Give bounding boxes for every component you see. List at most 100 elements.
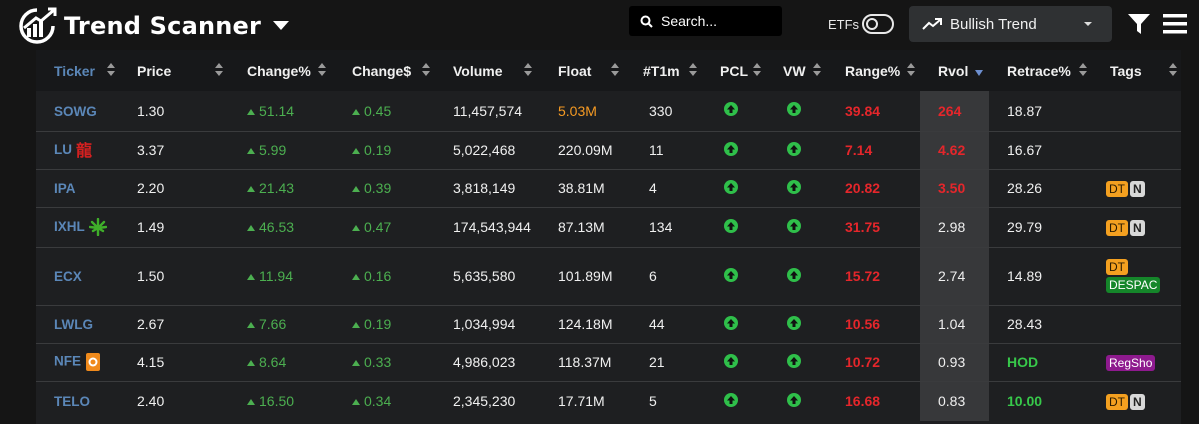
chart-logo-icon	[19, 7, 57, 44]
cell-range-pct: 20.82	[845, 180, 881, 196]
cell-price: 2.67	[137, 316, 165, 332]
cell-rvol: 3.50	[920, 169, 989, 207]
hamburger-menu-icon[interactable]	[1163, 13, 1187, 35]
column-label: PCL	[720, 62, 748, 79]
ticker-symbol[interactable]: IPA	[54, 181, 76, 196]
column-header-vw[interactable]: VW	[765, 50, 827, 91]
tag-badge[interactable]: DT	[1106, 259, 1128, 275]
trend-select[interactable]: Bullish Trend	[909, 6, 1112, 42]
cell-rvol: 264	[920, 91, 989, 131]
ticker-symbol[interactable]: ECX	[54, 269, 82, 284]
cell-ticker[interactable]: IPA	[36, 169, 119, 207]
filter-icon[interactable]	[1127, 13, 1151, 35]
table-row[interactable]: TELO 2.40 16.50 0.34 2,345,230 17.71M 5 16.68 0.…	[36, 381, 1181, 421]
cell-ticker[interactable]: ECX	[36, 247, 119, 305]
cell-vw	[765, 91, 827, 131]
column-header-ticker[interactable]: Ticker	[36, 50, 119, 91]
cell-t1m: 134	[649, 219, 673, 235]
column-label: VW	[783, 62, 806, 79]
cell-float: 38.81M	[558, 180, 605, 196]
table-row[interactable]: LWLG 2.67 7.66 0.19 1,034,994 124.18M 44 10.56 1…	[36, 305, 1181, 343]
cell-change-pct: 21.43	[229, 169, 334, 207]
cell-pcl	[702, 169, 765, 207]
column-header-float[interactable]: Float	[540, 50, 625, 91]
tag-badge[interactable]: N	[1130, 219, 1145, 236]
search-box[interactable]	[629, 6, 782, 36]
tag-badge[interactable]: DT	[1106, 219, 1128, 236]
cell-change-pct: 5.99	[229, 131, 334, 169]
column-header-volume[interactable]: Volume	[435, 50, 540, 91]
tag-group: DT DESPAC	[1106, 259, 1181, 293]
up-triangle-icon	[352, 186, 360, 192]
table-row[interactable]: ECX 1.50 11.94 0.16 5,635,580 101.89M 6 15.72 2.…	[36, 247, 1181, 305]
column-label: Change%	[247, 62, 311, 79]
cell-float: 5.03M	[558, 102, 597, 119]
trending-up-icon	[922, 18, 942, 30]
table-row[interactable]: IXHL 1.49 46.53 0.47 174,543,944 87.13M 134 31.…	[36, 207, 1181, 247]
cell-pcl	[702, 91, 765, 131]
arrow-up-circle-icon	[724, 141, 738, 156]
cell-price: 1.50	[137, 268, 165, 284]
cell-tags	[1092, 91, 1181, 131]
tag-badge[interactable]: DT	[1106, 180, 1128, 197]
tag-group: RegSho	[1106, 354, 1181, 371]
cell-range-pct: 31.75	[845, 219, 881, 235]
column-header-retrace-pct[interactable]: Retrace%	[989, 50, 1092, 91]
cell-range-pct: 7.14	[845, 142, 873, 158]
cell-ticker[interactable]: LU 龍	[36, 131, 119, 169]
cell-t1m: 11	[649, 142, 664, 158]
cell-range-pct: 10.72	[845, 354, 881, 370]
cell-ticker[interactable]: NFE	[36, 343, 119, 381]
ticker-symbol[interactable]: TELO	[54, 394, 90, 410]
table-body: SOWG 1.30 51.14 0.45 11,457,574 5.03M 330 39.84…	[36, 91, 1181, 421]
ticker-symbol[interactable]: LU	[54, 141, 72, 157]
column-header-change-usd[interactable]: Change$	[334, 50, 435, 91]
column-label: Retrace%	[1007, 62, 1071, 79]
column-header-t1m[interactable]: #T1m	[625, 50, 702, 91]
cell-volume: 2,345,230	[453, 393, 516, 410]
cell-ticker[interactable]: LWLG	[36, 305, 119, 343]
search-input[interactable]	[661, 13, 771, 29]
etfs-toggle[interactable]	[862, 14, 894, 34]
cell-ticker[interactable]: IXHL	[36, 207, 119, 247]
cell-tags	[1092, 131, 1181, 169]
cell-change-pct: 51.14	[229, 91, 334, 131]
table-row[interactable]: SOWG 1.30 51.14 0.45 11,457,574 5.03M 330 39.84…	[36, 91, 1181, 131]
cell-tags	[1092, 305, 1181, 343]
tag-badge[interactable]: N	[1130, 180, 1145, 197]
arrow-up-circle-icon	[787, 102, 801, 117]
sort-icon	[611, 63, 619, 77]
column-header-change-pct[interactable]: Change%	[229, 50, 334, 91]
chevron-down-icon[interactable]	[273, 21, 290, 31]
column-header-tags[interactable]: Tags	[1092, 50, 1181, 91]
table-row[interactable]: IPA 2.20 21.43 0.39 3,818,149 38.81M 4 20.82 3.5…	[36, 169, 1181, 207]
table-row[interactable]: NFE 4.15 8.64 0.33 4,986,023 118.37M 21 10.72 0.…	[36, 343, 1181, 381]
cell-price: 4.15	[137, 354, 165, 370]
cell-ticker[interactable]: SOWG	[36, 91, 119, 131]
tag-badge[interactable]: RegSho	[1106, 354, 1156, 371]
app-logo[interactable]: Trend Scanner	[14, 6, 290, 46]
column-header-pcl[interactable]: PCL	[702, 50, 765, 91]
column-header-price[interactable]: Price	[119, 50, 229, 91]
ticker-symbol[interactable]: NFE	[54, 353, 81, 369]
tag-group: DT N	[1106, 393, 1181, 410]
tag-badge[interactable]: N	[1130, 393, 1145, 410]
ticker-symbol[interactable]: SOWG	[54, 103, 97, 119]
etfs-label: ETFs	[828, 17, 860, 32]
table-row[interactable]: LU 龍 3.37 5.99 0.19 5,022,468 220.09M 11 7.14 4.6…	[36, 131, 1181, 169]
cell-ticker[interactable]: TELO	[36, 381, 119, 421]
sort-icon	[689, 63, 697, 77]
ticker-symbol[interactable]: IXHL	[54, 218, 85, 234]
cell-vw	[765, 169, 827, 207]
cell-vw	[765, 381, 827, 421]
column-header-range-pct[interactable]: Range%	[827, 50, 920, 91]
ticker-symbol[interactable]: LWLG	[54, 317, 93, 332]
up-triangle-icon	[352, 360, 360, 366]
tag-badge[interactable]: DESPAC	[1106, 277, 1161, 293]
cell-retrace-pct: 28.26	[1007, 180, 1043, 196]
cell-volume: 4,986,023	[453, 354, 516, 370]
sort-icon	[524, 63, 532, 77]
tag-badge[interactable]: DT	[1106, 393, 1128, 410]
cell-change-usd: 0.45	[334, 91, 435, 131]
column-header-rvol[interactable]: Rvol	[920, 50, 989, 91]
